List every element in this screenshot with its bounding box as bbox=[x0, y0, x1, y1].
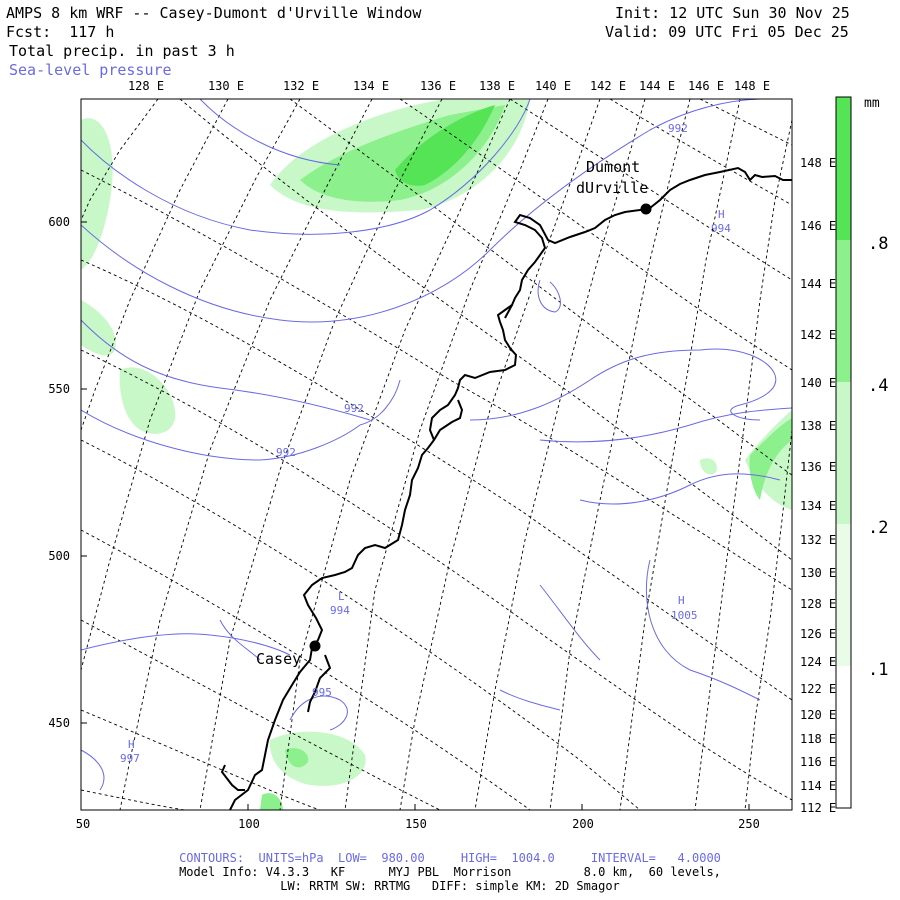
colorbar-swatch-08 bbox=[836, 97, 851, 240]
y-tick-label: 600 bbox=[48, 215, 70, 229]
pressure-label: 992 bbox=[276, 446, 296, 459]
pressure-label: 994 bbox=[330, 604, 350, 617]
lon-label: 138 E bbox=[479, 79, 515, 93]
pressure-labels: 992 992 992 994 1005 994 997 995 H L H H bbox=[120, 122, 731, 765]
station-markers bbox=[309, 203, 652, 652]
graticule bbox=[81, 99, 792, 810]
colorbar-swatch-00 bbox=[836, 666, 851, 808]
lon-label: 142 E bbox=[590, 79, 626, 93]
lon-label: 140 E bbox=[800, 376, 836, 390]
lon-label: 138 E bbox=[800, 419, 836, 433]
lon-label: 130 E bbox=[208, 79, 244, 93]
pressure-label: 992 bbox=[344, 402, 364, 415]
casey-marker bbox=[309, 640, 321, 652]
x-tick-label: 50 bbox=[76, 817, 90, 831]
lon-label: 136 E bbox=[420, 79, 456, 93]
station-label-durville: dUrville bbox=[576, 179, 648, 197]
overlay-name: Sea-level pressure bbox=[9, 61, 172, 79]
lon-label: 146 E bbox=[800, 219, 836, 233]
dumont-durville-marker bbox=[640, 203, 652, 215]
colorbar-swatch-02 bbox=[836, 382, 851, 524]
pressure-label: 1005 bbox=[671, 609, 698, 622]
station-label-casey: Casey bbox=[256, 650, 301, 668]
x-axis-labels: 50 100 150 200 250 bbox=[76, 817, 760, 831]
map-title: AMPS 8 km WRF -- Casey-Dumont d'Urville … bbox=[6, 4, 422, 22]
x-tick-label: 150 bbox=[405, 817, 427, 831]
lon-label: 116 E bbox=[800, 755, 836, 769]
physics-info: LW: RRTM SW: RRTMG DIFF: simple KM: 2D S… bbox=[280, 879, 620, 893]
pressure-contours bbox=[81, 99, 792, 791]
pressure-label: 995 bbox=[312, 686, 332, 699]
lon-label: 142 E bbox=[800, 328, 836, 342]
valid-time: Valid: 09 UTC Fri 05 Dec 25 bbox=[605, 23, 849, 41]
x-tick-label: 200 bbox=[572, 817, 594, 831]
colorbar-label: .1 bbox=[868, 660, 888, 680]
lon-label: 140 E bbox=[535, 79, 571, 93]
lon-label: 118 E bbox=[800, 732, 836, 746]
map-frame bbox=[80, 98, 793, 811]
lon-label: 148 E bbox=[800, 156, 836, 170]
lon-label: 112 E bbox=[800, 801, 836, 815]
lon-label: 128 E bbox=[128, 79, 164, 93]
pressure-label: 994 bbox=[711, 222, 731, 235]
lon-label: 146 E bbox=[688, 79, 724, 93]
lon-label: 136 E bbox=[800, 460, 836, 474]
lon-label: 124 E bbox=[800, 655, 836, 669]
y-tick-label: 550 bbox=[48, 382, 70, 396]
colorbar-unit: mm bbox=[864, 96, 880, 111]
axis-ticks bbox=[80, 221, 750, 810]
y-tick-label: 500 bbox=[48, 549, 70, 563]
top-lon-labels: 128 E 130 E 132 E 134 E 136 E 138 E 140 … bbox=[128, 79, 770, 93]
y-tick-label: 450 bbox=[48, 716, 70, 730]
lon-label: 134 E bbox=[800, 499, 836, 513]
field-name: Total precip. in past 3 h bbox=[9, 42, 235, 60]
lon-label: 148 E bbox=[734, 79, 770, 93]
x-tick-label: 250 bbox=[738, 817, 760, 831]
colorbar-swatch-01 bbox=[836, 524, 851, 666]
pressure-center-h: H bbox=[718, 208, 725, 221]
lon-label: 144 E bbox=[800, 277, 836, 291]
contour-info: CONTOURS: UNITS=hPa LOW= 980.00 HIGH= 10… bbox=[179, 851, 721, 865]
colorbar-label: .8 bbox=[868, 234, 888, 254]
lon-label: 130 E bbox=[800, 566, 836, 580]
forecast-hour: Fcst: 117 h bbox=[6, 23, 115, 41]
lon-label: 132 E bbox=[283, 79, 319, 93]
lon-label: 120 E bbox=[800, 708, 836, 722]
model-info: Model Info: V4.3.3 KF MYJ PBL Morrison 8… bbox=[179, 865, 721, 879]
pressure-label: 997 bbox=[120, 752, 140, 765]
lon-label: 132 E bbox=[800, 533, 836, 547]
x-tick-label: 100 bbox=[238, 817, 260, 831]
lon-label: 134 E bbox=[353, 79, 389, 93]
pressure-center-h: H bbox=[128, 738, 135, 751]
lon-label: 144 E bbox=[639, 79, 675, 93]
colorbar-label: .4 bbox=[868, 376, 888, 396]
lon-label: 126 E bbox=[800, 627, 836, 641]
y-axis-labels: 600 550 500 450 bbox=[48, 215, 70, 730]
colorbar-swatch-04 bbox=[836, 240, 851, 382]
lon-label: 128 E bbox=[800, 597, 836, 611]
right-lon-labels: 148 E 146 E 144 E 142 E 140 E 138 E 136 … bbox=[800, 156, 836, 815]
lon-label: 114 E bbox=[800, 779, 836, 793]
pressure-center-h: H bbox=[678, 594, 685, 607]
pressure-center-l: L bbox=[338, 590, 345, 603]
coastline bbox=[220, 166, 792, 810]
colorbar-label: .2 bbox=[868, 518, 888, 538]
station-label-dumont: Dumont bbox=[586, 158, 640, 176]
color-bar: mm .8 .4 .2 .1 bbox=[835, 96, 888, 809]
pressure-label: 992 bbox=[668, 122, 688, 135]
lon-label: 122 E bbox=[800, 682, 836, 696]
init-time: Init: 12 UTC Sun 30 Nov 25 bbox=[615, 4, 850, 22]
map-area bbox=[81, 99, 792, 810]
